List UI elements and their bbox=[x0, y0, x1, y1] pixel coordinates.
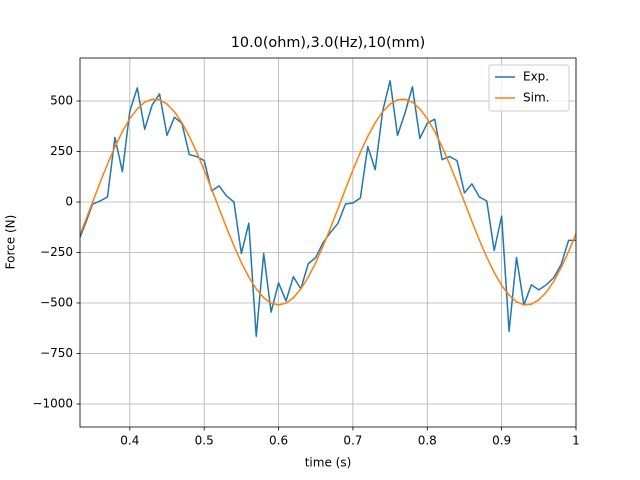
series-group bbox=[80, 80, 576, 338]
x-tick-label: 0.6 bbox=[269, 434, 288, 448]
x-tick-label: 0.7 bbox=[343, 434, 362, 448]
y-tick-label: −250 bbox=[40, 245, 73, 259]
x-tick-label: 1 bbox=[572, 434, 580, 448]
axes-frame bbox=[79, 57, 577, 428]
y-tick-label: −750 bbox=[40, 346, 73, 360]
y-tick-label: 250 bbox=[50, 144, 73, 158]
legend-label: Exp. bbox=[523, 70, 549, 84]
y-tick-label: 500 bbox=[50, 94, 73, 108]
x-tick-label: 0.9 bbox=[492, 434, 511, 448]
y-tick-label: −500 bbox=[40, 295, 73, 309]
x-axis-label: time (s) bbox=[305, 456, 352, 470]
y-axis-label: Force (N) bbox=[4, 215, 18, 270]
chart-title: 10.0(ohm),3.0(Hz),10(mm) bbox=[231, 35, 425, 51]
plot-area: 0.4 0.5 0.6 0.7 0.8 0.9 1 −1000 −750 −500 −250 0 250… bbox=[32, 57, 580, 448]
y-tick-label: −1000 bbox=[32, 396, 73, 410]
legend-label: Sim. bbox=[523, 91, 549, 105]
data-line bbox=[80, 98, 576, 306]
x-tick-label: 0.4 bbox=[120, 434, 139, 448]
x-tick-label: 0.5 bbox=[195, 434, 214, 448]
y-tick-label: 0 bbox=[65, 195, 73, 209]
x-tick-label: 0.8 bbox=[418, 434, 437, 448]
